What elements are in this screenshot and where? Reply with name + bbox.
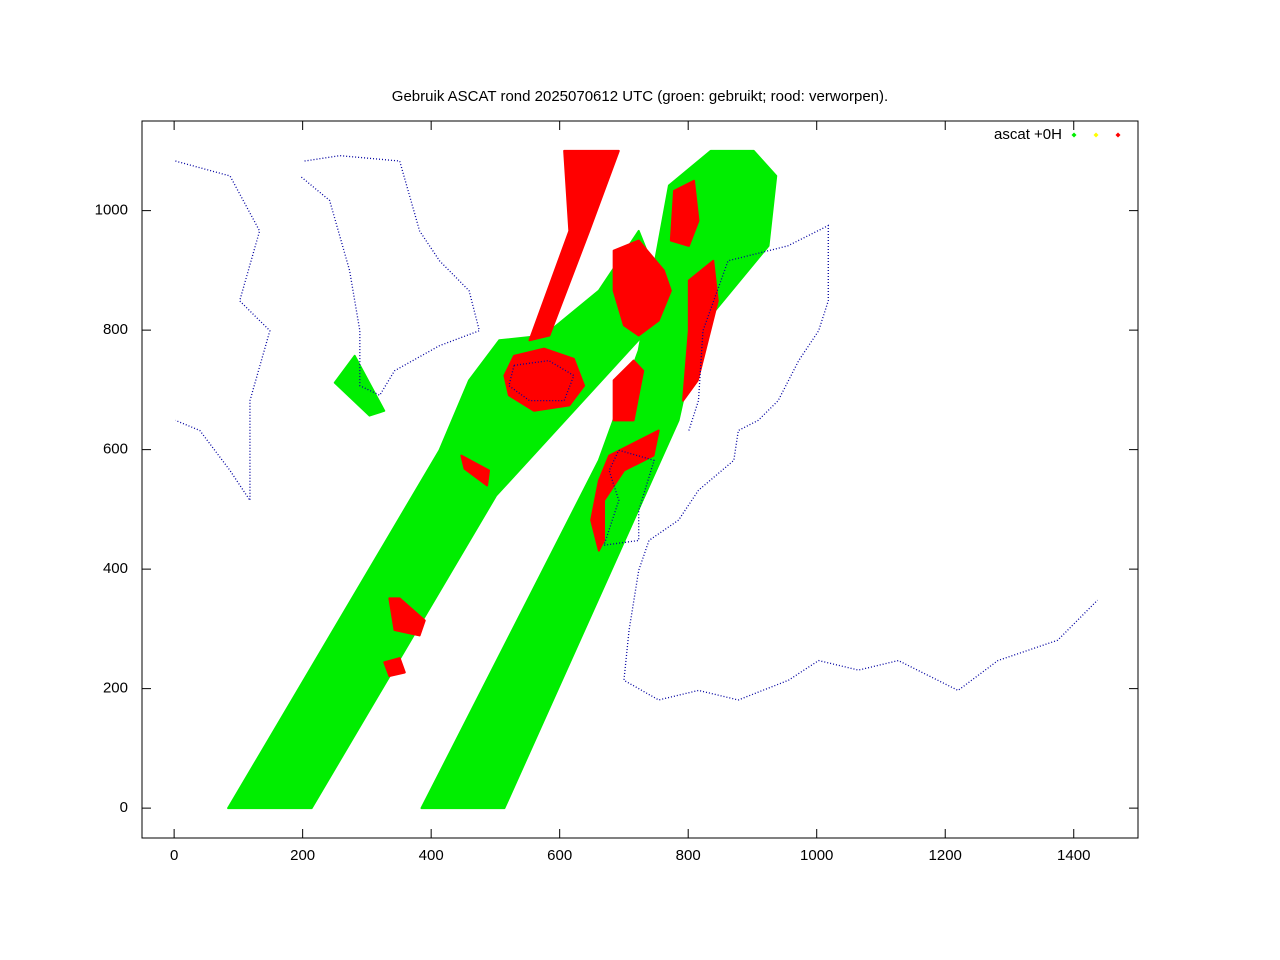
- coastline: [603, 449, 655, 547]
- swath-area: [669, 179, 700, 247]
- swath-area: [503, 347, 586, 412]
- x-tick-label: 800: [676, 847, 701, 864]
- legend-symbol: [1093, 132, 1099, 138]
- x-tick-label: 0: [170, 847, 178, 864]
- swath-area: [612, 359, 645, 422]
- y-tick-label: 800: [103, 321, 128, 338]
- x-tick-label: 600: [547, 847, 572, 864]
- x-tick-label: 400: [419, 847, 444, 864]
- swath-area: [590, 429, 660, 552]
- swath-area: [460, 454, 490, 487]
- swath-area: [383, 657, 406, 678]
- legend-label: ascat +0H: [994, 126, 1062, 143]
- coastline: [175, 160, 271, 503]
- chart-title: Gebruik ASCAT rond 2025070612 UTC (groen…: [392, 88, 888, 105]
- coastline: [299, 155, 481, 397]
- plot-border: [141, 120, 1139, 839]
- swath-area: [388, 597, 426, 637]
- x-tick-label: 1000: [800, 847, 833, 864]
- x-tick-label: 200: [290, 847, 315, 864]
- legend-symbol: [1115, 132, 1121, 138]
- swath-area: [528, 149, 620, 342]
- y-tick-label: 400: [103, 560, 128, 577]
- y-tick-label: 1000: [95, 202, 128, 219]
- y-tick-label: 600: [103, 441, 128, 458]
- y-tick-label: 0: [120, 799, 128, 816]
- y-tick-label: 200: [103, 680, 128, 697]
- x-tick-label: 1400: [1057, 847, 1090, 864]
- swath-area: [612, 239, 672, 337]
- swath-area: [682, 259, 719, 402]
- legend-symbol: [1071, 132, 1077, 138]
- x-tick-label: 1200: [929, 847, 962, 864]
